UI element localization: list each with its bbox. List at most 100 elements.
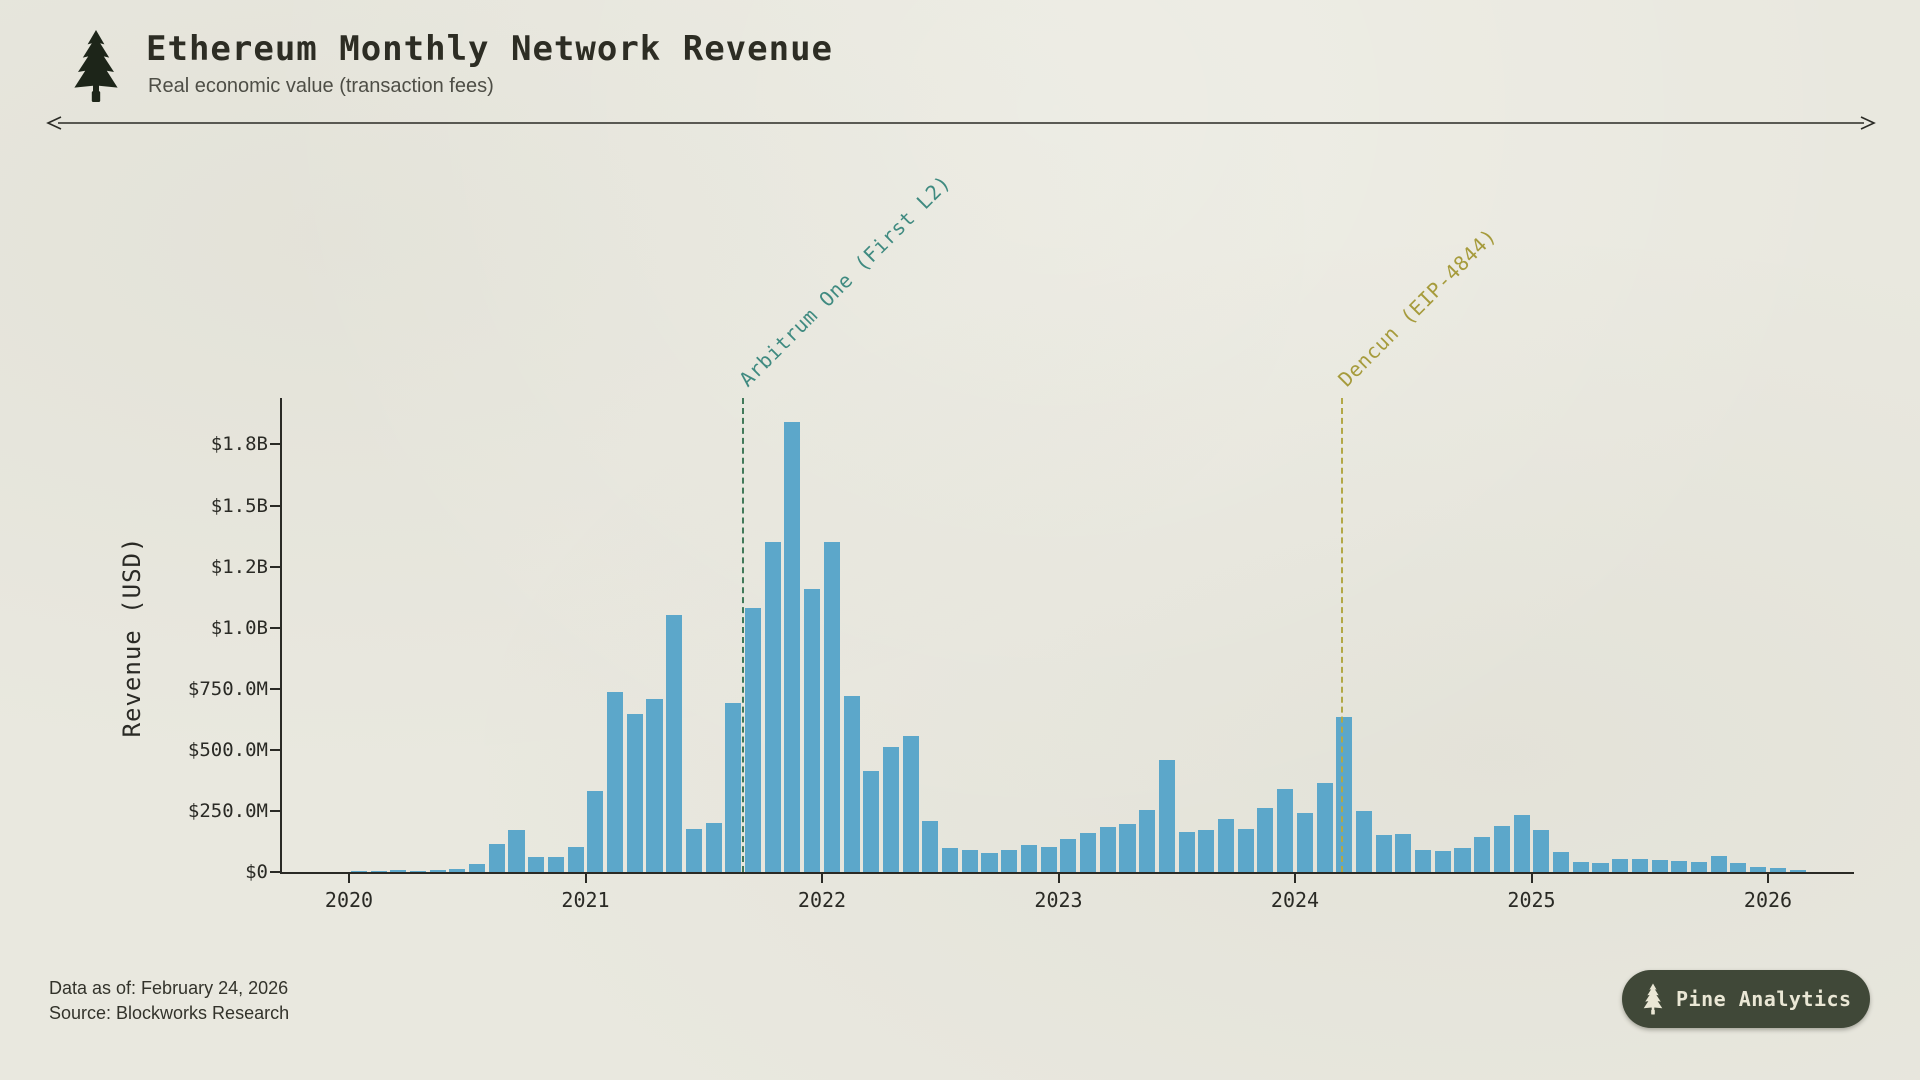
revenue-bar	[1395, 834, 1412, 872]
revenue-bar	[1513, 815, 1530, 872]
revenue-bar	[1198, 830, 1215, 872]
revenue-bar	[547, 857, 564, 872]
revenue-bar	[1434, 851, 1451, 872]
revenue-bar	[1789, 870, 1806, 872]
revenue-bar	[528, 857, 545, 872]
revenue-bar	[705, 823, 722, 872]
x-tick-mark	[348, 874, 350, 883]
revenue-bar	[607, 692, 624, 872]
y-tick-mark	[270, 687, 280, 690]
revenue-bar	[350, 871, 367, 872]
revenue-bar	[646, 699, 663, 872]
y-tick-mark	[270, 871, 280, 873]
x-tick-label: 2023	[1034, 888, 1083, 912]
revenue-bar	[1139, 810, 1156, 872]
revenue-bar	[1001, 850, 1018, 872]
revenue-bar	[587, 791, 604, 872]
revenue-bar	[1750, 867, 1767, 872]
event-line	[1341, 398, 1344, 872]
x-tick-label: 2024	[1270, 888, 1320, 912]
x-tick-label: 2025	[1507, 888, 1556, 912]
revenue-bar	[1217, 819, 1235, 872]
y-tick-label: $1.2B	[210, 555, 268, 578]
pine-analytics-badge: Pine Analytics	[1622, 970, 1870, 1028]
revenue-bar	[1040, 847, 1057, 872]
source-text: Source: Blockworks Research	[49, 1003, 290, 1023]
revenue-bar	[1336, 717, 1353, 872]
event-line	[742, 398, 745, 872]
data-as-of-text: Data as of: February 24, 2026	[49, 978, 289, 998]
revenue-bar	[1690, 862, 1708, 872]
revenue-bar	[1592, 863, 1609, 872]
revenue-bar	[1355, 811, 1373, 872]
x-tick-mark	[1057, 874, 1060, 883]
x-tick-mark	[584, 874, 587, 883]
revenue-bar	[922, 821, 939, 872]
y-tick-mark	[270, 626, 280, 629]
revenue-bar	[409, 871, 427, 872]
page-title: Ethereum Monthly Network Revenue	[146, 29, 834, 69]
y-tick-label: $0	[245, 861, 268, 883]
y-tick-label: $1.0B	[210, 616, 268, 639]
y-tick-mark	[270, 565, 280, 568]
y-tick-mark	[270, 504, 280, 507]
revenue-bar	[961, 850, 978, 872]
revenue-bar	[784, 422, 801, 872]
revenue-bar	[744, 608, 762, 872]
x-axis-spine	[280, 872, 1854, 874]
revenue-bar	[370, 871, 387, 872]
revenue-bar	[449, 869, 466, 872]
revenue-bar	[823, 542, 840, 872]
event-label: Arbitrum One (First L2)	[734, 170, 956, 392]
badge-label: Pine Analytics	[1676, 987, 1852, 1011]
x-tick-mark	[1767, 874, 1769, 883]
revenue-bar	[1060, 839, 1077, 872]
revenue-bar	[1316, 783, 1333, 872]
revenue-bar	[685, 829, 702, 872]
revenue-bar	[804, 589, 821, 872]
revenue-bar	[1237, 829, 1254, 872]
revenue-bar	[1099, 827, 1116, 872]
revenue-bar	[843, 696, 860, 872]
revenue-bar	[1710, 856, 1727, 872]
y-axis-spine	[280, 398, 282, 874]
page-subtitle: Real economic value (transaction fees)	[148, 74, 494, 97]
x-tick-label: 2026	[1743, 888, 1793, 912]
revenue-bar	[508, 830, 525, 872]
y-tick-label: $1.8B	[210, 433, 268, 456]
event-label: Dencun (EIP-4844)	[1333, 223, 1502, 392]
revenue-bar	[1533, 830, 1550, 872]
revenue-bar	[1651, 860, 1668, 872]
revenue-bar	[1474, 837, 1491, 872]
revenue-bar	[902, 736, 919, 872]
revenue-bar	[1553, 852, 1570, 872]
revenue-bar	[725, 703, 742, 872]
revenue-bar	[1178, 832, 1195, 872]
revenue-bar	[882, 747, 900, 872]
footer: Data as of: February 24, 2026 Source: Bl…	[49, 976, 289, 1026]
revenue-bar	[1631, 859, 1648, 872]
y-tick-label: $500.0M	[187, 738, 268, 761]
header: Ethereum Monthly Network Revenue Real ec…	[66, 28, 833, 104]
revenue-bar	[567, 847, 584, 872]
x-tick-mark	[821, 874, 823, 883]
revenue-bar	[1769, 868, 1786, 872]
pine-badge-icon	[1643, 983, 1663, 1015]
revenue-bar	[469, 864, 486, 872]
revenue-bar	[1454, 848, 1471, 872]
revenue-bar	[863, 771, 880, 872]
header-divider	[46, 116, 1876, 130]
y-tick-label: $1.5B	[210, 494, 268, 517]
y-tick-label: $750.0M	[187, 677, 268, 700]
x-tick-label: 2020	[324, 888, 374, 912]
revenue-bar	[429, 870, 446, 872]
y-tick-label: $250.0M	[187, 799, 268, 822]
y-tick-mark	[270, 748, 280, 751]
x-tick-mark	[1294, 874, 1296, 883]
revenue-bar	[666, 615, 683, 872]
revenue-bar	[1296, 813, 1313, 872]
revenue-bar	[1415, 850, 1432, 872]
x-tick-label: 2022	[797, 888, 847, 912]
revenue-bar	[1612, 859, 1629, 872]
